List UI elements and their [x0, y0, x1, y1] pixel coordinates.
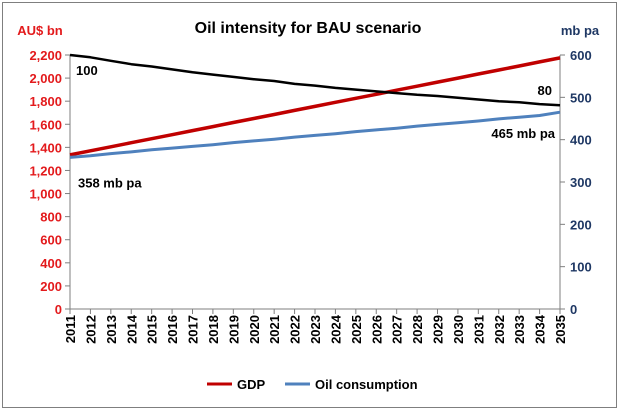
x-tick-label: 2032 [492, 315, 507, 344]
x-tick-label: 2022 [288, 315, 303, 344]
left-tick-label: 2,200 [29, 48, 62, 63]
left-tick-label: 600 [40, 233, 62, 248]
x-tick-label: 2018 [206, 315, 221, 344]
right-tick-label: 0 [570, 302, 577, 317]
x-tick-label: 2014 [124, 314, 139, 344]
x-tick-label: 2026 [369, 315, 384, 344]
legend-gdp-label: GDP [237, 377, 266, 392]
chart-title: Oil intensity for BAU scenario [195, 20, 422, 37]
x-tick-label: 2035 [553, 315, 568, 344]
left-tick-label: 1,800 [29, 94, 62, 109]
legend: GDP Oil consumption [207, 377, 418, 392]
x-tick-label: 2017 [186, 315, 201, 344]
x-tick-label: 2015 [145, 315, 160, 344]
x-tick-label: 2025 [349, 315, 364, 344]
annotation-label: 100 [76, 63, 98, 78]
series-line-index [69, 53, 561, 107]
x-tick-label: 2020 [247, 315, 262, 344]
x-tick-label: 2031 [471, 315, 486, 344]
right-axis-label: mb pa [561, 23, 600, 38]
x-tick-label: 2033 [512, 315, 527, 344]
x-tick-label: 2013 [104, 315, 119, 344]
legend-oil-label: Oil consumption [315, 377, 418, 392]
x-tick-label: 2023 [308, 315, 323, 344]
left-tick-label: 1,200 [29, 163, 62, 178]
x-tick-label: 2011 [63, 315, 78, 343]
chart-frame [2, 2, 617, 408]
x-tick-label: 2030 [451, 315, 466, 344]
x-tick-label: 2012 [83, 315, 98, 344]
right-tick-label: 500 [570, 90, 592, 105]
series-layer [69, 53, 561, 159]
left-tick-label: 200 [40, 279, 62, 294]
left-tick-label: 1,600 [29, 117, 62, 132]
axes: 02004006008001,0001,2001,4001,6001,8002,… [29, 48, 591, 344]
left-tick-label: 2,000 [29, 71, 62, 86]
right-tick-label: 600 [570, 48, 592, 63]
x-tick-label: 2027 [390, 315, 405, 344]
series-line-oil-consumption [69, 110, 561, 159]
x-tick-label: 2016 [165, 315, 180, 344]
annotation-label: 465 mb pa [491, 126, 555, 141]
right-tick-label: 400 [570, 133, 592, 148]
annotation-label: 80 [538, 83, 552, 98]
annotation-layer: 100 80 358 mb pa 465 mb pa [76, 63, 556, 190]
series-line-gdp [69, 56, 561, 157]
left-tick-label: 0 [55, 302, 62, 317]
left-tick-label: 800 [40, 210, 62, 225]
left-tick-label: 400 [40, 256, 62, 271]
x-tick-label: 2021 [267, 315, 282, 344]
x-tick-label: 2028 [410, 315, 425, 344]
right-tick-label: 200 [570, 217, 592, 232]
left-tick-label: 1,000 [29, 187, 62, 202]
right-tick-label: 300 [570, 175, 592, 190]
left-axis-label: AU$ bn [17, 23, 63, 38]
x-tick-label: 2034 [533, 314, 548, 344]
left-tick-label: 1,400 [29, 140, 62, 155]
right-tick-label: 100 [570, 260, 592, 275]
x-tick-label: 2019 [226, 315, 241, 344]
x-tick-label: 2029 [431, 315, 446, 344]
x-tick-label: 2024 [328, 314, 343, 344]
annotation-label: 358 mb pa [78, 175, 142, 190]
